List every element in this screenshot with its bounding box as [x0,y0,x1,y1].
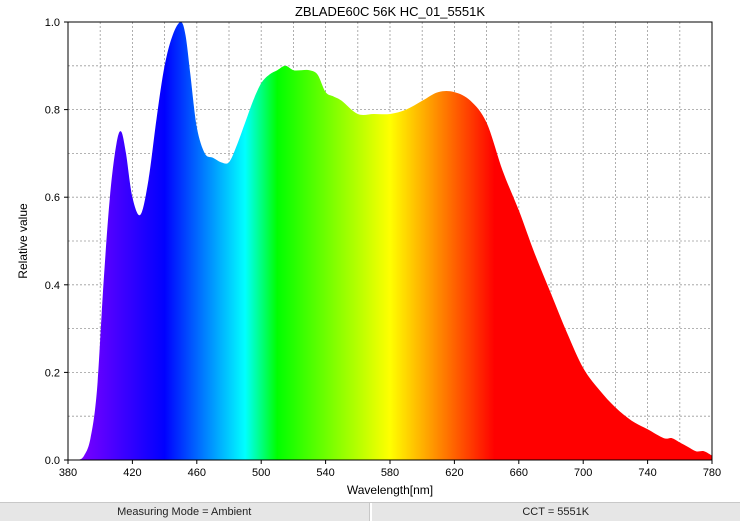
x-tick-label: 700 [574,467,592,479]
x-tick-label: 620 [445,467,463,479]
y-tick-label: 0.6 [45,192,60,204]
measuring-mode-status: Measuring Mode = Ambient [117,506,252,518]
x-tick-label: 540 [316,467,334,479]
y-tick-label: 0.8 [45,105,60,117]
x-tick-label: 460 [188,467,206,479]
y-tick-label: 0.4 [45,280,60,292]
status-divider [368,503,372,521]
x-tick-label: 420 [123,467,141,479]
x-tick-label: 740 [638,467,656,479]
x-tick-label: 580 [381,467,399,479]
x-axis-label: Wavelength[nm] [347,483,433,497]
x-tick-label: 780 [703,467,721,479]
x-tick-label: 380 [59,467,77,479]
y-tick-label: 0.2 [45,367,60,379]
x-tick-label: 660 [510,467,528,479]
cct-status: CCT = 5551K [522,506,590,518]
y-axis-label: Relative value [16,203,30,279]
spectrum-chart: 380 420 460 500 540 580 620 660 700 740 780 0.0 0.2 0… [16,4,721,497]
spectrum-area-0 [68,22,712,460]
chart-title: ZBLADE60C 56K HC_01_5551K [295,4,485,19]
chart-svg: 380 420 460 500 540 580 620 660 700 740 780 0.0 0.2 0… [16,4,721,497]
y-tick-label: 1.0 [45,17,60,29]
x-tick-label: 500 [252,467,270,479]
y-tick-label: 0.0 [45,455,60,467]
status-bar: Measuring Mode = Ambient CCT = 5551K [0,502,740,521]
